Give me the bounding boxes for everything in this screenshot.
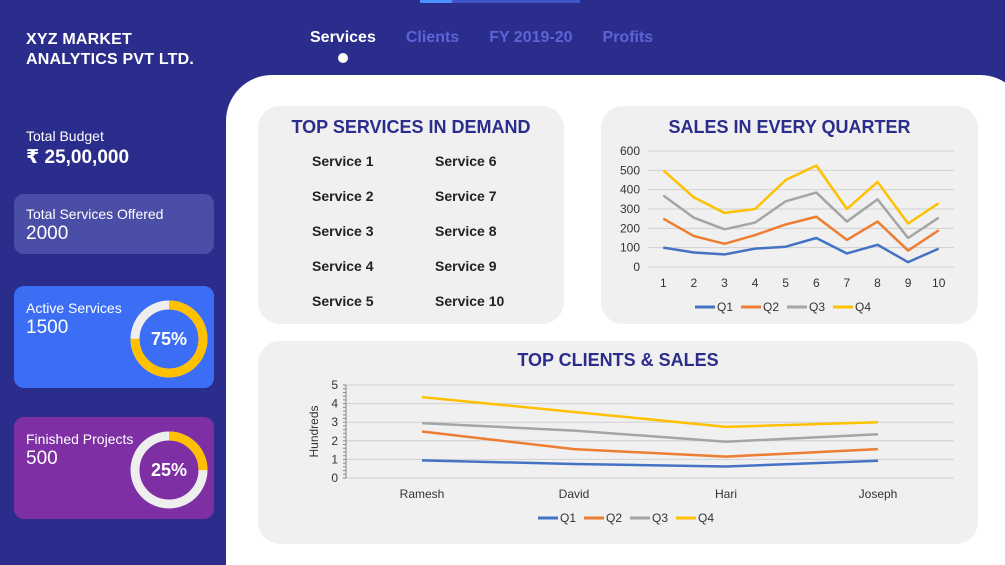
- series-line-q4: [421, 395, 879, 429]
- legend-label-q1: Q1: [717, 300, 733, 314]
- y-tick-label: 3: [331, 415, 338, 429]
- x-tick-label: 8: [874, 276, 881, 290]
- service-item: Service 3: [312, 223, 374, 239]
- active-services-label: Active Services: [26, 300, 122, 316]
- company-name-line2: ANALYTICS PVT LTD.: [26, 51, 195, 68]
- top-services-title: TOP SERVICES IN DEMAND: [291, 117, 531, 137]
- finished-projects-value: 500: [26, 448, 58, 469]
- total-budget-value: ₹ 25,00,000: [26, 147, 130, 168]
- series-line-q3: [421, 421, 879, 443]
- active-services-card: Active Services 1500 75%: [14, 286, 214, 388]
- x-tick-label: 7: [844, 276, 851, 290]
- y-tick-label: 5: [331, 378, 338, 392]
- x-tick-label: 3: [721, 276, 728, 290]
- series-line-q3: [662, 191, 940, 240]
- nav-services[interactable]: Services: [310, 29, 376, 63]
- finished-projects-card: Finished Projects 500 25%: [14, 417, 214, 519]
- x-tick-label: Joseph: [859, 487, 898, 501]
- series-line-q2: [662, 215, 940, 252]
- nav-clients[interactable]: Clients: [405, 29, 460, 46]
- x-tick-label: 5: [782, 276, 789, 290]
- y-tick-label: 1: [331, 452, 338, 466]
- y-tick-label: 0: [633, 260, 640, 274]
- x-tick-label: Hari: [715, 487, 737, 501]
- nav-fy-2019-20[interactable]: FY 2019-20: [489, 29, 573, 46]
- y-tick-label: 4: [331, 397, 338, 411]
- sales-quarter-panel: SALES IN EVERY QUARTER 0 100 200 300 400 500 6…: [601, 106, 978, 324]
- y-tick-label: 200: [620, 221, 640, 235]
- x-tick-label: Ramesh: [400, 487, 445, 501]
- service-item: Service 1: [312, 153, 374, 169]
- service-item: Service 5: [312, 293, 374, 309]
- service-item: Service 7: [435, 188, 497, 204]
- finished-projects-donut: 25%: [130, 431, 208, 509]
- y-axis-label: Hundreds: [307, 405, 321, 457]
- top-clients-chart: 0 1 2 3 4 5 Ramesh David Hari Joseph Hundreds Q1 Q2 Q…: [307, 378, 954, 525]
- service-item: Service 10: [435, 293, 505, 309]
- series-line-q4: [662, 164, 940, 225]
- legend-label-q4: Q4: [698, 511, 714, 525]
- x-tick-label: 1: [660, 276, 667, 290]
- series-line-q1: [663, 236, 940, 264]
- x-tick-label: 6: [813, 276, 820, 290]
- finished-projects-label: Finished Projects: [26, 431, 134, 447]
- y-tick-label: 2: [331, 434, 338, 448]
- nav-profits[interactable]: Profits: [602, 29, 654, 46]
- company-name-line1: XYZ MARKET: [26, 31, 132, 48]
- total-services-card: Total Services Offered 2000: [14, 194, 214, 254]
- nav-services-label: Services: [310, 29, 376, 46]
- x-tick-label: 4: [752, 276, 759, 290]
- donut-fill: [130, 300, 208, 378]
- series-line-q2: [421, 430, 879, 458]
- legend-label-q1: Q1: [560, 511, 576, 525]
- x-tick-label: David: [559, 487, 590, 501]
- active-services-value: 1500: [26, 317, 69, 338]
- service-item: Service 2: [312, 188, 374, 204]
- legend-label-q2: Q2: [606, 511, 622, 525]
- top-services-panel: TOP SERVICES IN DEMAND Service 1 Service…: [258, 106, 564, 324]
- active-services-donut: 75%: [130, 300, 208, 378]
- sales-quarter-chart: 0 100 200 300 400 500 600 1 2 3 4 5 6 7 8 9 10 Q1 Q2 Q3 Q4: [620, 144, 954, 314]
- y-tick-label: 400: [620, 183, 640, 197]
- total-budget: Total Budget ₹ 25,00,000: [14, 128, 214, 188]
- y-tick-label: 600: [620, 144, 640, 158]
- service-item: Service 4: [312, 258, 374, 274]
- sidebar: Total Budget ₹ 25,00,000 Total Services …: [14, 118, 214, 519]
- donut-fill: [130, 431, 208, 509]
- total-services-value: 2000: [26, 223, 69, 244]
- series-line-q1: [421, 459, 879, 468]
- legend-label-q3: Q3: [809, 300, 825, 314]
- top-clients-title: TOP CLIENTS & SALES: [517, 350, 719, 370]
- y-tick-label: 100: [620, 241, 640, 255]
- top-clients-panel: TOP CLIENTS & SALES 0 1 2 3 4 5 Ramesh David Har…: [258, 341, 978, 544]
- total-budget-label: Total Budget: [26, 128, 104, 144]
- x-tick-label: 2: [691, 276, 698, 290]
- y-tick-label: 500: [620, 163, 640, 177]
- legend-label-q2: Q2: [763, 300, 779, 314]
- legend-label-q4: Q4: [855, 300, 871, 314]
- y-tick-label: 300: [620, 202, 640, 216]
- services-list: Service 1 Service 6 Service 2 Service 7 …: [312, 152, 558, 310]
- total-services-label: Total Services Offered: [26, 206, 164, 222]
- top-accent-strip: [420, 0, 580, 3]
- active-services-percent: 75%: [150, 328, 188, 349]
- x-tick-label: 10: [932, 276, 946, 290]
- y-tick-label: 0: [331, 471, 338, 485]
- legend-label-q3: Q3: [652, 511, 668, 525]
- active-indicator-dot: [337, 53, 348, 63]
- company-name: XYZ MARKET ANALYTICS PVT LTD.: [26, 30, 194, 70]
- sales-quarter-title: SALES IN EVERY QUARTER: [668, 117, 911, 137]
- service-item: Service 8: [435, 223, 497, 239]
- x-tick-label: 9: [905, 276, 912, 290]
- main-content: TOP SERVICES IN DEMAND Service 1 Service…: [226, 75, 1005, 565]
- service-item: Service 9: [435, 258, 497, 274]
- top-nav: Services Clients FY 2019-20 Profits: [310, 29, 654, 63]
- finished-projects-percent: 25%: [150, 459, 188, 480]
- service-item: Service 6: [435, 153, 497, 169]
